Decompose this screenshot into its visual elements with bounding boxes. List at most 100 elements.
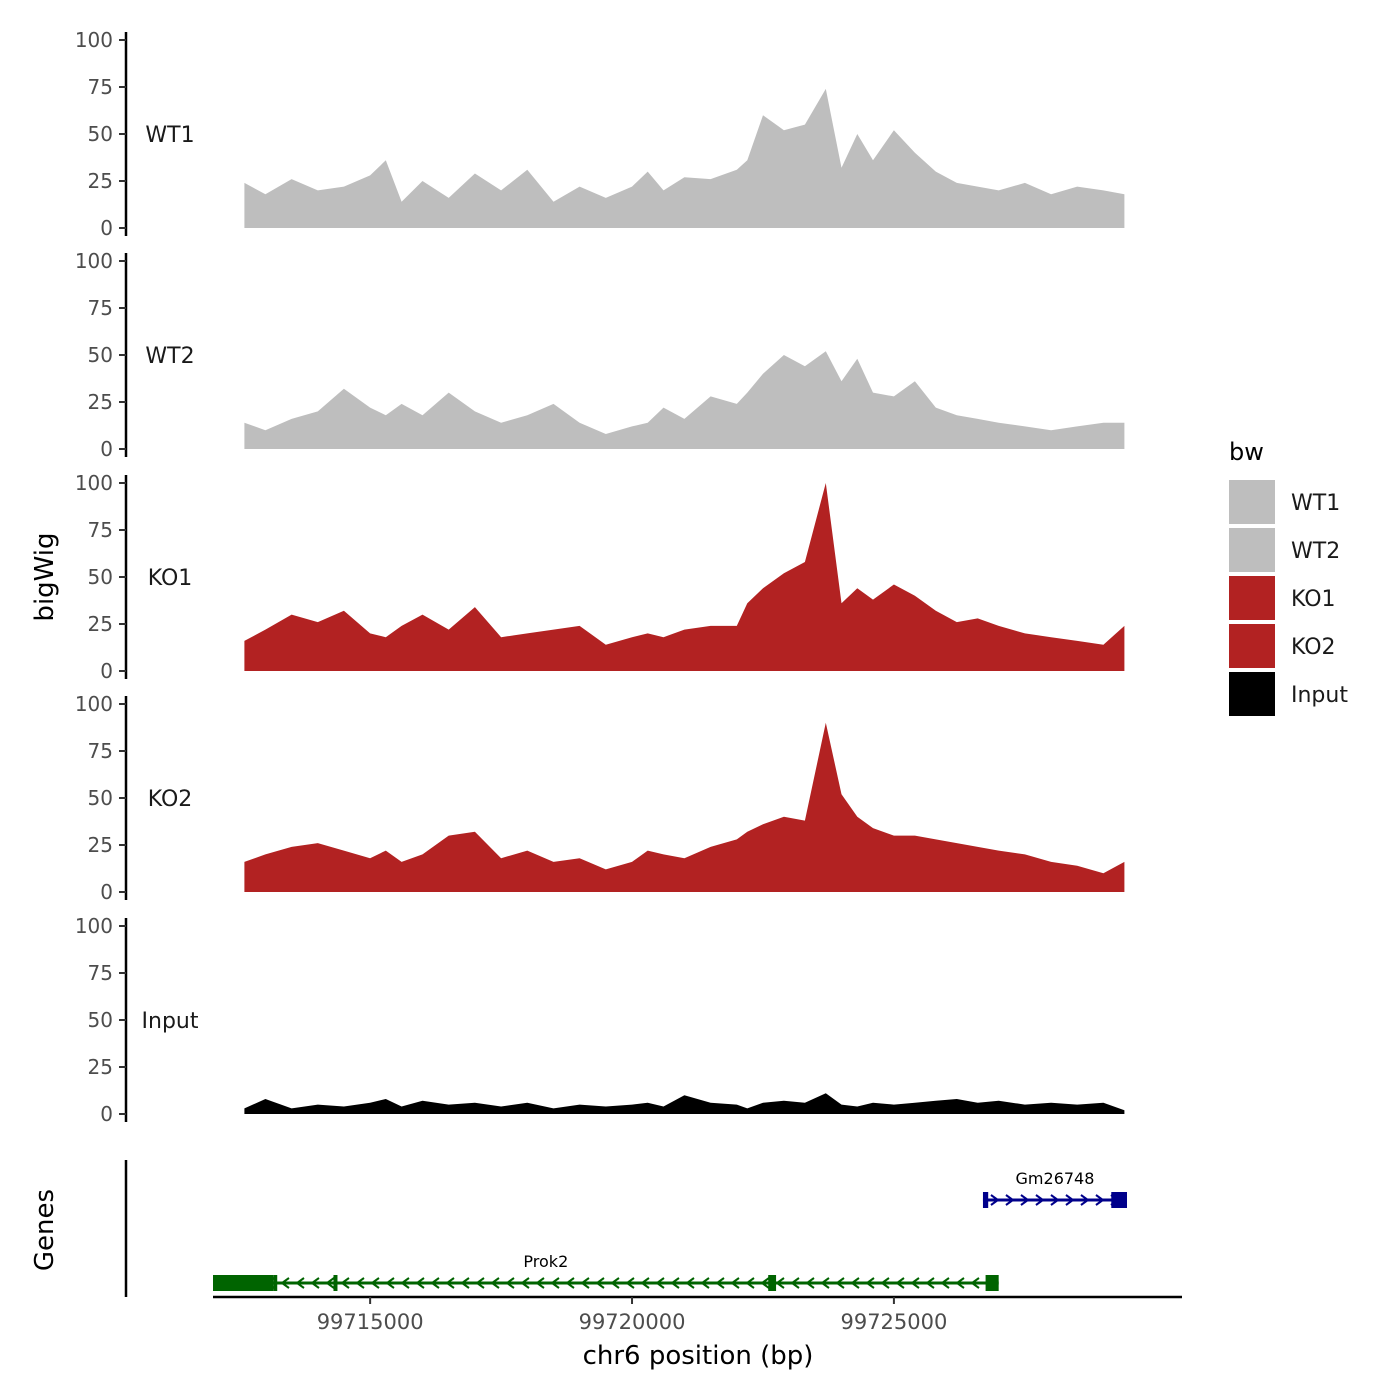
strand-arrow (340, 1277, 350, 1289)
y-tick-label: 25 (88, 833, 113, 857)
track-panel-wt1: 0 25 50 75 100 WT1 (75, 28, 1125, 240)
strand-arrow (1065, 1194, 1075, 1206)
strand-arrow (385, 1277, 395, 1289)
strand-arrow (910, 1277, 920, 1289)
strand-arrow (850, 1277, 860, 1289)
gene-gm26748: Gm26748 (982, 1169, 1128, 1208)
y-tick-label: 50 (88, 122, 113, 146)
track-label: WT1 (145, 123, 194, 148)
strand-arrow (685, 1277, 695, 1289)
track-label: Input (142, 1009, 199, 1034)
gene-exon (982, 1192, 989, 1208)
strand-arrow (595, 1277, 605, 1289)
legend-label: Input (1291, 683, 1348, 708)
y-tick-label: 50 (88, 1008, 113, 1032)
strand-arrow (955, 1277, 965, 1289)
strand-arrow (355, 1277, 365, 1289)
legend-swatch-input (1229, 672, 1275, 716)
strand-arrow (310, 1277, 320, 1289)
y-tick-label: 100 (75, 28, 113, 52)
x-tick-label: 99715000 (317, 1310, 424, 1334)
gene-track: Prok2 Gm26748 (124, 1160, 1128, 1297)
y-tick-label: 0 (100, 437, 113, 461)
y-tick-label: 0 (100, 880, 113, 904)
strand-arrow (745, 1277, 755, 1289)
strand-arrow (1080, 1194, 1090, 1206)
signal-area-wt2 (244, 351, 1125, 449)
y-tick-label: 75 (88, 75, 113, 99)
strand-arrow (990, 1194, 1000, 1206)
strand-arrow (475, 1277, 485, 1289)
genes-axis-title: Genes (30, 1189, 60, 1271)
track-panel-wt2: 0 25 50 75 100 WT2 (75, 249, 1125, 461)
signal-area-wt1 (244, 88, 1125, 229)
signal-area-ko1 (244, 483, 1125, 671)
x-axis: 99715000 99720000 99725000 (213, 1295, 1182, 1334)
track-panel-ko1: 0 25 50 75 100 KO1 (75, 471, 1125, 683)
strand-arrow (670, 1277, 680, 1289)
gene-exon (1111, 1192, 1128, 1208)
y-tick-label: 50 (88, 786, 113, 810)
gene-exon (768, 1275, 777, 1291)
strand-arrow (655, 1277, 665, 1289)
strand-arrow (550, 1277, 560, 1289)
strand-arrow (520, 1277, 530, 1289)
legend-label: KO2 (1291, 635, 1336, 660)
y-tick-label: 0 (100, 216, 113, 240)
strand-arrow (325, 1277, 335, 1289)
gene-label: Gm26748 (1016, 1169, 1095, 1188)
strand-arrow (1005, 1194, 1015, 1206)
y-tick-label: 75 (88, 739, 113, 763)
strand-arrow (895, 1277, 905, 1289)
strand-arrow (1050, 1194, 1060, 1206)
strand-arrow (580, 1277, 590, 1289)
gene-exon (333, 1275, 338, 1291)
strand-arrow (445, 1277, 455, 1289)
gene-exon (273, 1275, 278, 1291)
signal-tracks: 0255075100WT10255075100WT20255075100KO10… (75, 28, 1125, 1126)
strand-arrow (490, 1277, 500, 1289)
legend-swatch-wt2 (1229, 528, 1275, 572)
strand-arrow (625, 1277, 635, 1289)
strand-arrow (775, 1277, 785, 1289)
strand-arrow (730, 1277, 740, 1289)
strand-arrow (295, 1277, 305, 1289)
gene-prok2: Prok2 (213, 1252, 999, 1291)
track-label: KO1 (148, 566, 193, 591)
legend-title: bw (1229, 438, 1264, 466)
strand-arrow (610, 1277, 620, 1289)
strand-arrow (925, 1277, 935, 1289)
strand-arrow (400, 1277, 410, 1289)
legend-swatch-ko2 (1229, 624, 1275, 668)
track-panel-input: 0 25 50 75 100 Input (75, 914, 1125, 1126)
legend-swatch-wt1 (1229, 480, 1275, 524)
signal-area-input (244, 1093, 1125, 1114)
strand-arrow (760, 1277, 770, 1289)
strand-arrow (940, 1277, 950, 1289)
strand-arrow (370, 1277, 380, 1289)
strand-arrow (1095, 1194, 1105, 1206)
strand-arrow (280, 1277, 290, 1289)
gene-exon (985, 1275, 999, 1291)
track-label: KO2 (148, 787, 193, 812)
y-tick-label: 50 (88, 343, 113, 367)
y-tick-label: 75 (88, 961, 113, 985)
y-tick-label: 0 (100, 1102, 113, 1126)
gene-exon (213, 1275, 274, 1291)
legend-label: KO1 (1291, 587, 1336, 612)
signal-area-ko2 (244, 722, 1125, 892)
strand-arrow (565, 1277, 575, 1289)
y-tick-label: 25 (88, 390, 113, 414)
strand-arrow (640, 1277, 650, 1289)
legend: bw WT1 WT2 KO1 KO2 Input (1229, 438, 1348, 716)
legend-label: WT2 (1291, 539, 1340, 564)
strand-arrow (880, 1277, 890, 1289)
legend-swatch-ko1 (1229, 576, 1275, 620)
y-tick-label: 100 (75, 692, 113, 716)
strand-arrow (415, 1277, 425, 1289)
strand-arrow (805, 1277, 815, 1289)
y-tick-label: 25 (88, 169, 113, 193)
y-tick-label: 100 (75, 249, 113, 273)
y-tick-label: 75 (88, 296, 113, 320)
